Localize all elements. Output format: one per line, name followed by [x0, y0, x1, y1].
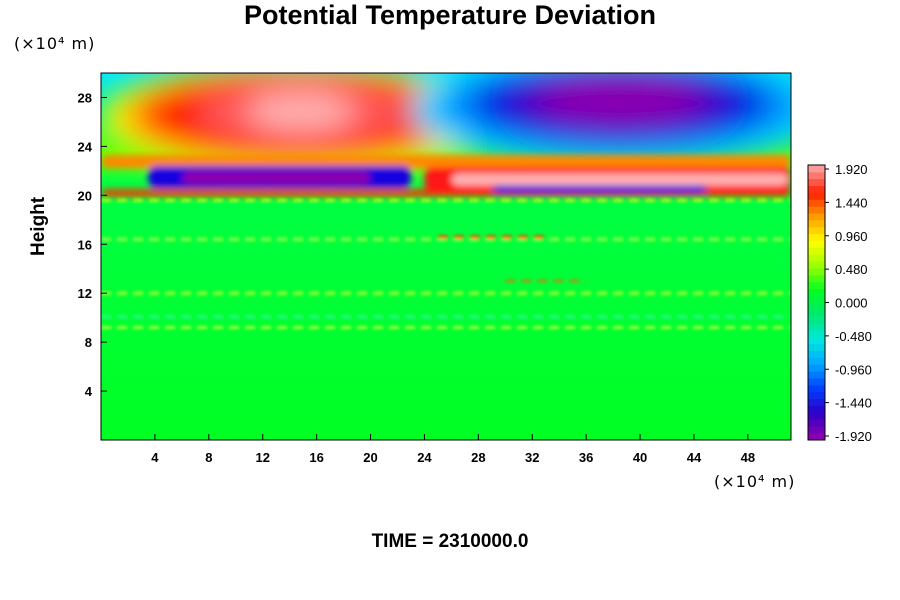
colorbar: 1.920 1.440 0.960 0.480 0.000 -0.480 -0.960 -1.…	[807, 162, 872, 444]
colorbar-swatch	[808, 281, 825, 290]
colorbar-swatch	[808, 192, 825, 200]
colorbar-swatch	[808, 171, 825, 180]
cold-core	[538, 76, 701, 124]
colorbar-swatch	[808, 323, 825, 331]
colorbar-swatch	[808, 288, 825, 297]
colorbar-tick-label: -1.440	[835, 396, 872, 411]
colorbar-tick-label: -0.960	[835, 362, 872, 377]
x-tick-label: 32	[525, 450, 539, 465]
y-tick-label: 12	[78, 286, 92, 301]
colorbar-swatch	[808, 385, 825, 393]
colorbar-tick-label: -1.920	[835, 429, 872, 444]
y-tick-label: 20	[78, 188, 92, 203]
colorbar-swatch	[808, 185, 825, 193]
x-tick-label: 20	[363, 450, 377, 465]
cold-streak-blue	[491, 185, 708, 193]
chart-title: Potential Temperature Deviation	[243, 0, 657, 30]
x-tick-label: 28	[471, 450, 485, 465]
plot-frame	[100, 72, 792, 441]
band-orange-top	[101, 154, 791, 169]
colorbar-swatch	[808, 309, 825, 317]
x-tick-label: 44	[687, 450, 702, 465]
y-axis: 4 8 12 16 20 24 28	[78, 90, 107, 399]
colorbar-swatch	[808, 233, 825, 242]
colorbar-swatch	[808, 295, 825, 303]
x-axis-unit: (×10⁴ m)	[714, 472, 796, 491]
inversion-bands	[101, 154, 791, 197]
colorbar-swatch	[808, 165, 825, 173]
x-tick-label: 40	[633, 450, 647, 465]
x-tick-label: 48	[741, 450, 755, 465]
colorbar-swatch	[808, 412, 825, 420]
x-tick-label: 24	[417, 450, 432, 465]
cold-band-purple	[181, 170, 371, 185]
colorbar-swatch	[808, 398, 825, 407]
colorbar-tick-label: 0.000	[835, 296, 868, 311]
time-footer: TIME = 2310000.0	[371, 531, 529, 552]
y-tick-label: 8	[85, 335, 92, 350]
colorbar-swatch	[808, 247, 825, 255]
colorbar-swatch	[808, 302, 825, 310]
colorbar-swatch	[808, 391, 825, 400]
colorbar-swatch	[808, 364, 825, 372]
colorbar-swatch	[808, 378, 825, 386]
y-axis-unit: (×10⁴ m)	[14, 34, 96, 53]
colorbar-tick-label: -0.480	[835, 329, 872, 344]
colorbar-swatch	[808, 357, 825, 365]
colorbar-swatch	[808, 254, 825, 262]
x-axis: 4 8 12 16 20 24 28 32 36 40 44 48	[151, 434, 755, 465]
colorbar-swatch	[808, 275, 825, 283]
colorbar-swatch	[808, 213, 825, 221]
colorbar-swatch	[808, 343, 825, 352]
colorbar-swatch	[808, 405, 825, 413]
x-tick-label: 4	[151, 450, 159, 465]
colorbar-swatch	[808, 178, 825, 187]
colorbar-swatch	[808, 206, 825, 214]
y-tick-label: 16	[78, 237, 92, 252]
warm-band-pink	[451, 173, 789, 186]
colorbar-swatch	[808, 268, 825, 276]
lower-streaks	[101, 199, 791, 329]
y-tick-label: 28	[78, 90, 92, 105]
y-tick-label: 4	[85, 384, 93, 399]
colorbar-tick-label: 1.440	[835, 195, 868, 210]
x-tick-label: 36	[579, 450, 593, 465]
colorbar-swatch	[808, 261, 825, 269]
colorbar-tick-label: 0.480	[835, 262, 868, 277]
colorbar-swatch	[808, 226, 825, 235]
smooth-anomalies	[101, 73, 791, 175]
warm-core	[246, 91, 355, 131]
x-tick-label: 12	[255, 450, 269, 465]
field-area	[101, 73, 791, 440]
colorbar-swatch	[808, 199, 825, 207]
colorbar-swatch	[808, 419, 825, 427]
colorbar-tick-label: 0.960	[835, 229, 868, 244]
colorbar-swatch	[808, 336, 825, 345]
colorbar-swatch	[808, 330, 825, 338]
colorbar-swatch	[808, 220, 825, 228]
y-tick-label: 24	[78, 139, 93, 154]
colorbar-tick-label: 1.920	[835, 162, 868, 177]
x-tick-label: 16	[309, 450, 323, 465]
colorbar-swatch	[808, 433, 825, 441]
colorbar-swatch	[808, 426, 825, 434]
colorbar-swatch	[808, 350, 825, 358]
colorbar-swatch	[808, 240, 825, 248]
x-tick-label: 8	[205, 450, 212, 465]
colorbar-swatch	[808, 316, 825, 324]
colorbar-swatch	[808, 371, 825, 379]
